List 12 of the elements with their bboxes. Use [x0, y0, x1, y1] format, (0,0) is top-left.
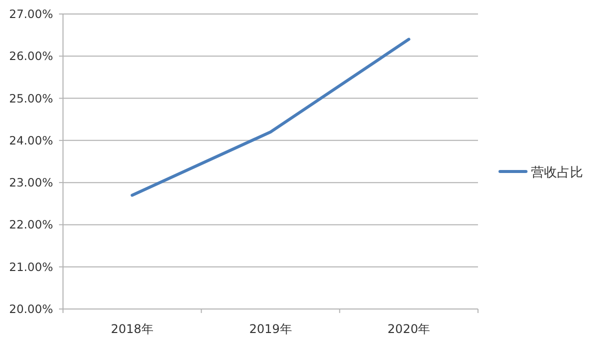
y-tick-label: 20.00%	[9, 302, 54, 316]
y-tick-label: 24.00%	[9, 133, 54, 148]
x-tick-label: 2019年	[249, 322, 292, 336]
y-tick-label: 27.00%	[9, 7, 54, 21]
y-tick-label: 21.00%	[9, 260, 54, 274]
x-tick-label: 2020年	[388, 322, 430, 336]
x-tick-label: 2018年	[110, 322, 154, 336]
y-tick-label: 23.00%	[9, 176, 54, 190]
y-tick-label: 22.00%	[9, 218, 54, 232]
legend-label: 营收占比	[531, 166, 583, 180]
y-tick-label: 26.00%	[9, 49, 54, 64]
y-tick-label: 25.00%	[9, 91, 54, 106]
